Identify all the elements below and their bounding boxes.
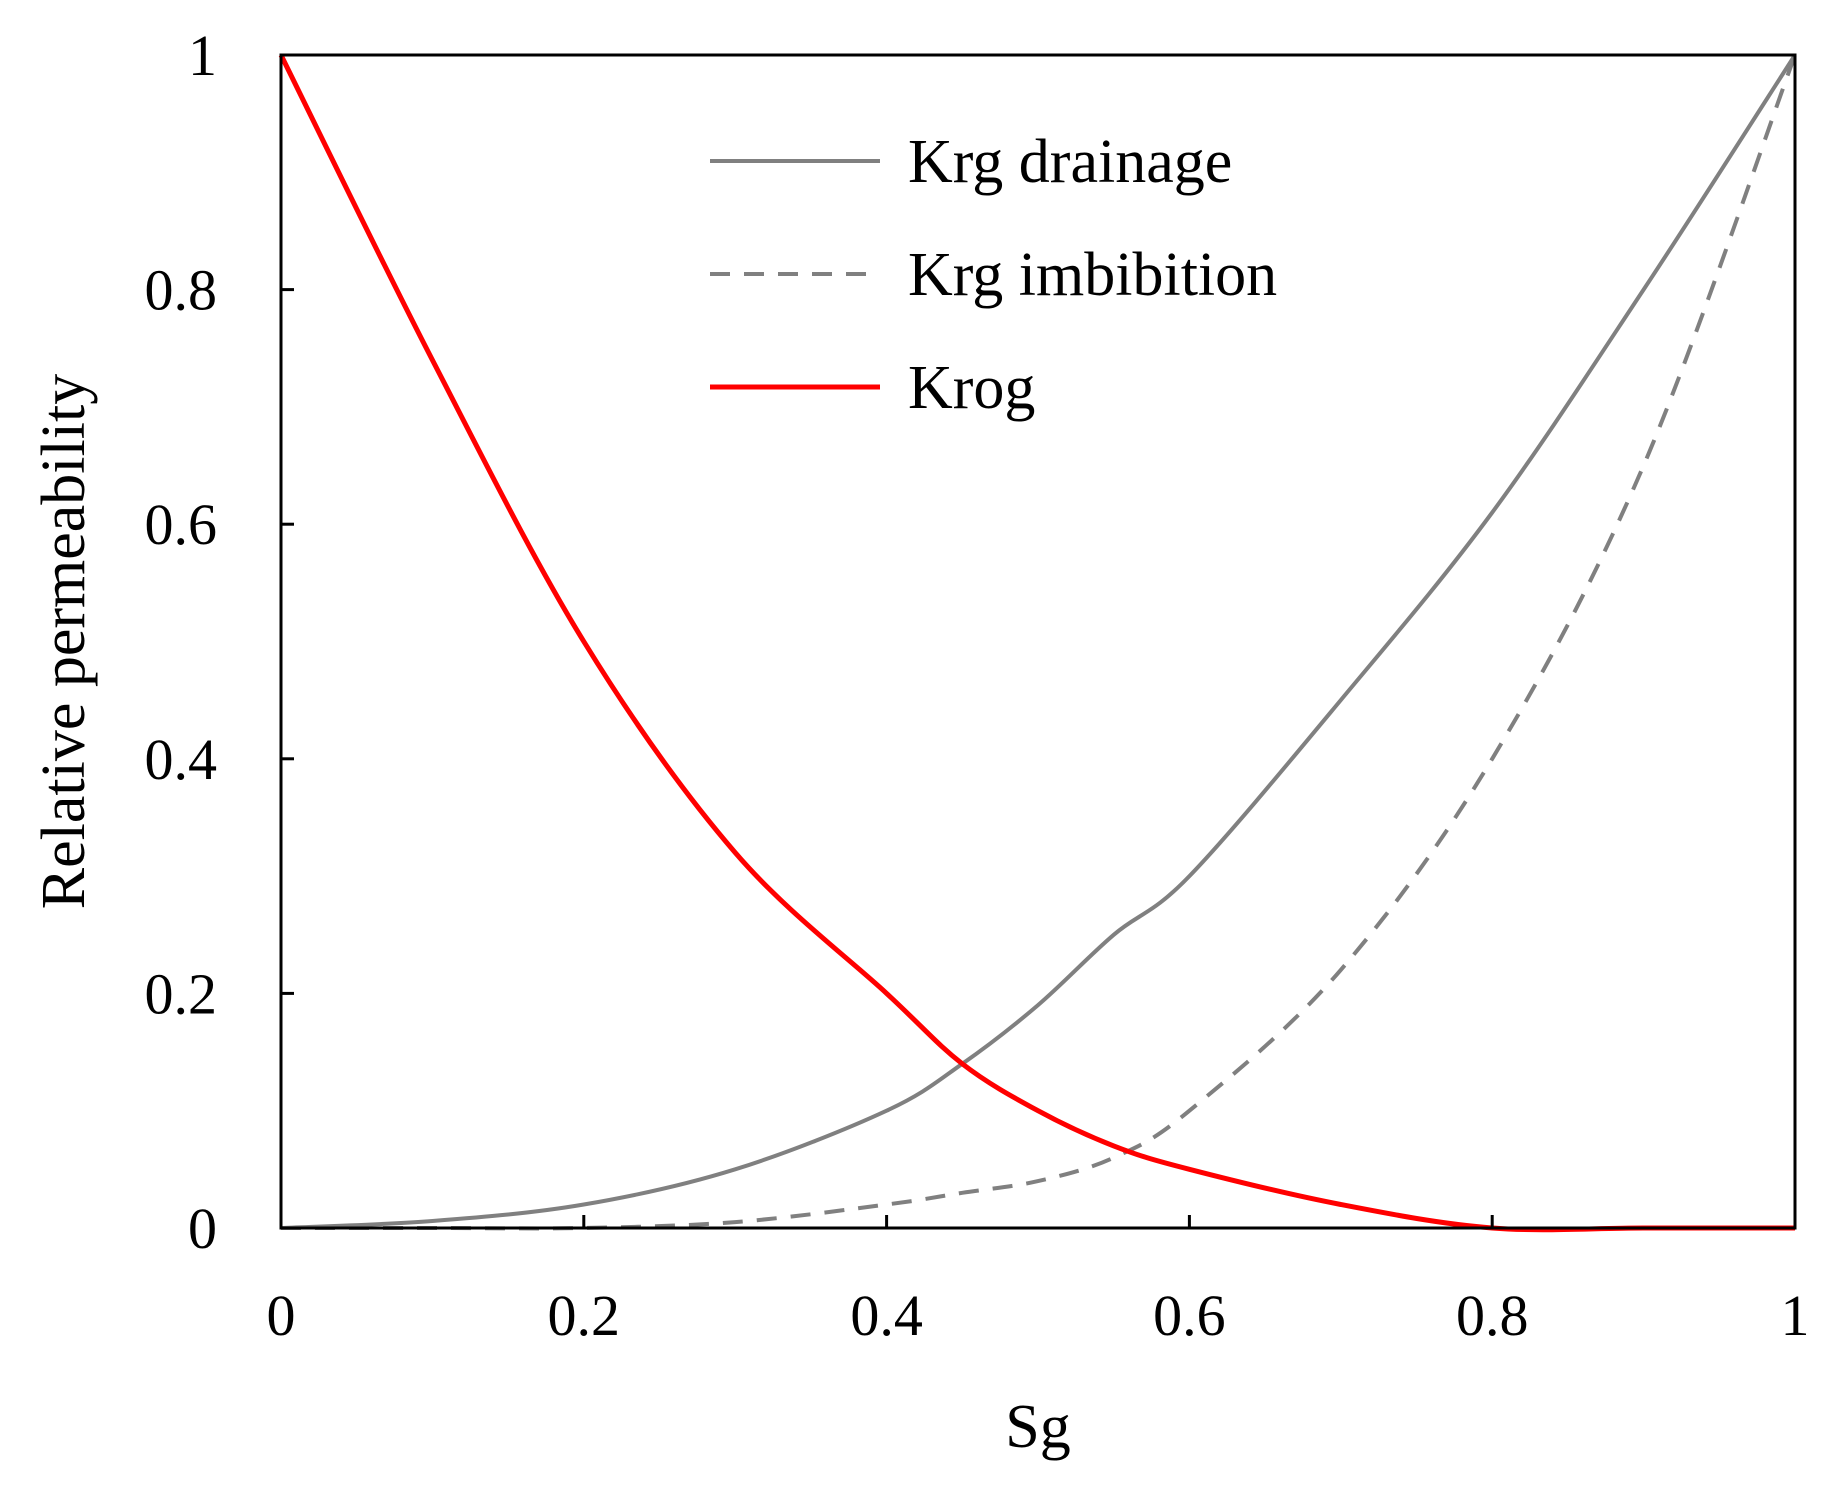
x-tick-label: 0.6: [1153, 1283, 1226, 1348]
series-line-krg-drainage: [280, 53, 1797, 1230]
series-layer: [278, 53, 1797, 1233]
x-tick-label: 0.8: [1456, 1283, 1529, 1348]
x-tick-label: 1: [1781, 1283, 1810, 1348]
y-tick-label: 1: [188, 23, 217, 88]
y-tick-label: 0.2: [145, 961, 218, 1026]
y-axis-title: Relative permeability: [30, 374, 98, 909]
y-tick-label: 0: [188, 1196, 217, 1261]
plot-area-frame: [279, 53, 1797, 1230]
x-tick-label: 0.4: [850, 1283, 923, 1348]
y-tick-label: 0.4: [145, 727, 218, 792]
tick-layer: 0 0.2 0.4 0.6 0.8 1 0 0.2 0.4 0.6 0.8 1: [145, 23, 1810, 1348]
series-line-krog: [278, 53, 1795, 1233]
legend-label-krg-imbibition: Krg imbibition: [908, 241, 1277, 309]
y-tick-label: 0.6: [145, 492, 218, 557]
y-tick-label: 0.8: [145, 258, 218, 323]
x-axis-title: Sg: [1005, 1393, 1070, 1461]
x-tick-label: 0: [267, 1283, 296, 1348]
series-line-krg-imbibition: [280, 54, 1797, 1231]
legend: Krg drainage Krg imbibition Krog: [710, 128, 1277, 422]
legend-label-krog: Krog: [908, 354, 1035, 422]
x-tick-label: 0.2: [548, 1283, 621, 1348]
legend-label-krg-drainage: Krg drainage: [908, 128, 1232, 196]
